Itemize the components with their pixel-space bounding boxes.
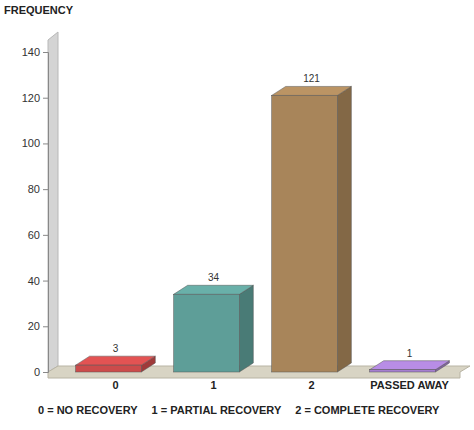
y-tick-mark	[43, 98, 48, 99]
y-axis: 0 20 40 60 80 100 120 140	[22, 46, 49, 378]
annotation: 2 = COMPLETE RECOVERY	[295, 404, 440, 416]
y-tick-label: 20	[28, 320, 40, 332]
chart-container: 0 20 40 60 80 100 120 140 FREQUENCY 3 34 121 1 0 1 2 PAS…	[0, 0, 474, 430]
y-tick-label: 0	[34, 366, 40, 378]
bar-top	[76, 356, 156, 365]
data-label: 3	[113, 343, 119, 354]
back-wall	[48, 32, 58, 372]
bars	[76, 86, 450, 372]
x-tick: 0	[112, 379, 118, 391]
y-tick-mark	[43, 52, 48, 53]
bar-side	[239, 285, 253, 372]
x-tick: 2	[308, 379, 314, 391]
y-tick-mark	[43, 326, 48, 327]
y-tick: 100	[22, 137, 48, 149]
y-tick: 120	[22, 92, 48, 104]
y-tick-label: 100	[22, 137, 40, 149]
bar-group	[174, 285, 254, 372]
y-tick-label: 80	[28, 183, 40, 195]
legend-note: 0 = NO RECOVERY 1 = PARTIAL RECOVERY 2 = C…	[38, 404, 440, 416]
y-tick: 60	[28, 229, 48, 241]
data-label: 1	[407, 348, 413, 359]
x-axis: 0 1 2 PASSED AWAY	[112, 379, 449, 391]
bar	[174, 294, 240, 372]
y-axis-line	[43, 53, 49, 373]
bar	[272, 95, 338, 372]
chart-svg: 0 20 40 60 80 100 120 140 FREQUENCY 3 34 121 1 0 1 2 PAS…	[0, 0, 474, 430]
y-tick: 80	[28, 183, 48, 195]
x-tick-label: 2	[308, 379, 314, 391]
bar-group	[272, 86, 352, 372]
x-tick: 1	[210, 379, 216, 391]
y-tick-label: 140	[22, 46, 40, 58]
data-label: 34	[208, 272, 220, 283]
y-tick-mark	[43, 372, 48, 373]
bar-top	[370, 361, 450, 370]
y-tick-label: 120	[22, 92, 40, 104]
x-tick: PASSED AWAY	[370, 379, 449, 391]
data-label: 121	[303, 73, 320, 84]
y-tick-label: 40	[28, 275, 40, 287]
bar-side	[337, 86, 351, 372]
y-tick: 0	[34, 366, 48, 378]
y-tick-mark	[43, 235, 48, 236]
y-tick-mark	[43, 189, 48, 190]
bar-group	[76, 356, 156, 372]
y-tick-mark	[43, 143, 48, 144]
bar-top	[272, 86, 352, 95]
y-tick-mark	[43, 281, 48, 282]
x-tick-label: 1	[210, 379, 216, 391]
x-tick-label: 0	[112, 379, 118, 391]
x-tick-label: PASSED AWAY	[370, 379, 449, 391]
y-tick: 140	[22, 46, 48, 58]
annotation: 0 = NO RECOVERY	[38, 404, 138, 416]
bar-group	[370, 361, 450, 372]
bar	[370, 370, 436, 372]
y-tick-label: 60	[28, 229, 40, 241]
y-tick: 20	[28, 320, 48, 332]
y-axis-title: FREQUENCY	[4, 4, 74, 16]
annotation: 1 = PARTIAL RECOVERY	[152, 404, 282, 416]
bar-top	[174, 285, 254, 294]
y-tick: 40	[28, 275, 48, 287]
bar	[76, 365, 142, 372]
